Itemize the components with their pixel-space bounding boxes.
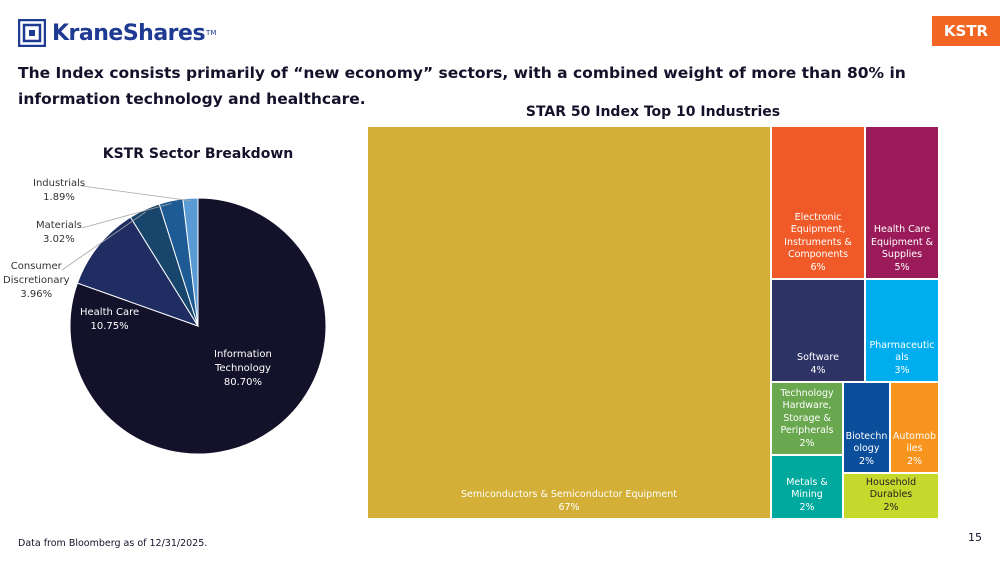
pie-label-name: Health Care [80, 307, 140, 318]
treemap-tile-name: Hardware, [782, 400, 832, 411]
treemap-tile-name: Household [865, 476, 917, 488]
treemap-tile-name: Components [787, 249, 849, 260]
pie-label: Industrials 1.89% [33, 177, 85, 205]
page-headline: The Index consists primarily of “new eco… [18, 64, 906, 108]
treemap-tile-name: iles [906, 443, 923, 454]
treemap-tile-value: 4% [810, 364, 826, 376]
pie-label-value: 3.02% [43, 234, 75, 245]
treemap-tile-semiconductors-semiconductor-equipment: Semiconductors & Semiconductor Equipment… [368, 127, 770, 518]
treemap-tile-name: Durables [869, 489, 913, 500]
pie-slice-industrials [182, 197, 199, 327]
treemap-tile-value: 2% [883, 501, 899, 513]
treemap-tile-name: Storage & [783, 412, 831, 424]
pie-label-value: 80.70% [223, 377, 263, 388]
treemap-tile-automobiles: Automob iles 2% [891, 383, 938, 472]
pie-label-name: Information [214, 349, 272, 360]
treemap-tile-value: 2% [799, 501, 815, 513]
treemap-tile-technology-hardware-storage-peripherals: Technology Hardware, Storage & Peripherals 2… [772, 383, 842, 454]
pie-slice-health-care [76, 216, 200, 327]
treemap-tile-name: Software [797, 352, 839, 363]
treemap-tile-pharmaceuticals: Pharmaceutic als 3% [866, 280, 938, 381]
treemap-tile-name: ology [853, 443, 880, 454]
treemap-tile-name: Metals & [786, 476, 828, 488]
treemap-tile-name: Health Care [873, 224, 931, 235]
page-number: 15 [968, 531, 982, 544]
pie-label-name: Materials [36, 220, 82, 231]
pie-label: Consumer Discretionary 3.96% [3, 260, 70, 302]
kraneshares-logo-icon [18, 19, 46, 47]
pie-label: Materials 3.02% [36, 219, 82, 247]
treemap-tile-name: Peripherals [780, 425, 834, 436]
pie-label-value: 1.89% [43, 192, 75, 203]
treemap-tile-name: Instruments & [784, 236, 852, 248]
pie-label: Information Technology 80.70% [214, 348, 272, 390]
brand-trademark: TM [206, 29, 217, 37]
pie-label: Health Care 10.75% [80, 306, 139, 334]
pie-leader-line [61, 211, 146, 271]
data-source-footnote: Data from Bloomberg as of 12/31/2025. [18, 538, 208, 549]
treemap-tile-biotechnology: Biotechn ology 2% [844, 383, 889, 472]
brand-logo: KraneShares TM [18, 18, 216, 48]
treemap-tile-value: 6% [810, 261, 826, 273]
ticker-badge: KSTR [932, 16, 1000, 46]
treemap-tile-name: Equipment, [790, 224, 846, 235]
treemap-tile-name: als [895, 352, 909, 363]
treemap-tile-value: 5% [894, 261, 910, 273]
treemap-tile-name: Automob [892, 430, 937, 442]
treemap-tile-software: Software 4% [772, 280, 864, 381]
pie-chart-title: KSTR Sector Breakdown [102, 146, 294, 162]
brand-name: KraneShares [52, 20, 206, 46]
treemap-tile-value: 67% [558, 501, 580, 513]
treemap-tile-name: Mining [791, 489, 823, 500]
treemap-tile-value: 2% [906, 455, 923, 467]
pie-label-value: 10.75% [90, 321, 129, 332]
pie-label-name: Industrials [33, 178, 86, 189]
treemap-tile-name: Equipment & [871, 236, 933, 248]
pie-leader-line [81, 203, 172, 229]
treemap-tile-health-care-equipment-supplies: Health Care Equipment & Supplies 5% [866, 127, 938, 278]
treemap-tile-name: Pharmaceutic [869, 339, 935, 351]
treemap-tile-name: Supplies [881, 249, 923, 260]
pie-label-name: Technology [214, 363, 271, 374]
treemap-tile-electronic-equipment-instruments-components: Electronic Equipment, Instruments & Compone… [772, 127, 864, 278]
treemap-tile-name: Biotechn [845, 430, 888, 442]
treemap-tile-name: Technology [780, 387, 834, 399]
treemap-tile-name: Semiconductors & Semiconductor Equipment [460, 489, 678, 500]
pie-label-name: Consumer [10, 261, 62, 272]
treemap-title: STAR 50 Index Top 10 Industries [525, 104, 781, 120]
treemap-tile-value: 2% [858, 455, 875, 467]
treemap-tile-name: Electronic [794, 211, 842, 223]
pie-leader-line [81, 185, 191, 202]
treemap-tile-value: 2% [799, 437, 815, 449]
treemap-tile-value: 3% [894, 364, 910, 376]
pie-label-value: 3.96% [20, 289, 53, 300]
treemap-tile-household-durables: Household Durables 2% [844, 474, 938, 518]
treemap-tile-metals-mining: Metals & Mining 2% [772, 456, 842, 518]
pie-label-name: Discretionary [3, 275, 70, 286]
